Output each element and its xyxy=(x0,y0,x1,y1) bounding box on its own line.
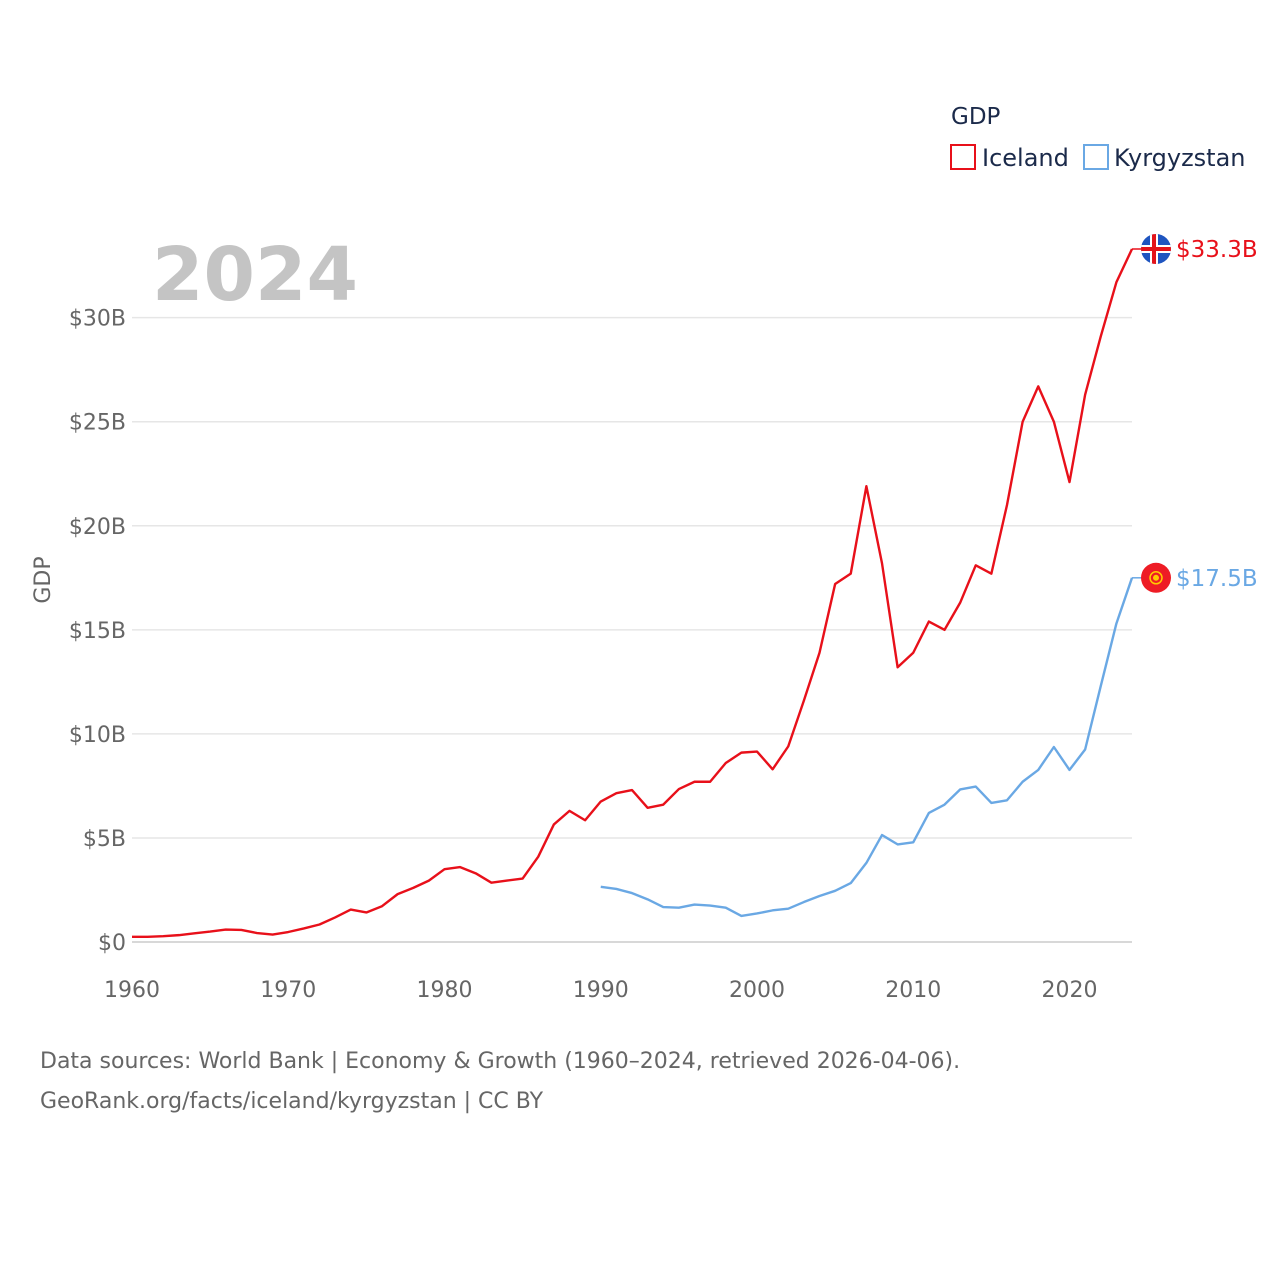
series-line-iceland xyxy=(132,248,1134,938)
legend-swatch-iceland xyxy=(950,144,976,170)
end-markers: $33.3B $17.5B xyxy=(1132,234,1258,593)
x-tick-label: 2010 xyxy=(885,978,941,1003)
source-note: Data sources: World Bank | Economy & Gro… xyxy=(40,1042,960,1122)
legend-entry-kyrgyzstan[interactable]: Kyrgyzstan xyxy=(1083,144,1246,172)
legend-title: GDP xyxy=(951,104,1001,130)
y-tick-label: $10B xyxy=(69,723,126,748)
x-tick-label: 1960 xyxy=(104,978,160,1003)
legend-entry-iceland[interactable]: Iceland xyxy=(950,144,1069,172)
y-tick-label: $30B xyxy=(69,307,126,332)
y-tick-label: $15B xyxy=(69,619,126,644)
x-tick-label: 2020 xyxy=(1042,978,1098,1003)
grid-lines xyxy=(132,316,1132,943)
y-tick-label: $25B xyxy=(69,411,126,436)
iceland-flag-icon xyxy=(1141,234,1171,264)
series-line-kyrgyzstan xyxy=(600,577,1134,918)
y-tick-label: $5B xyxy=(83,827,126,852)
source-line-2: GeoRank.org/facts/iceland/kyrgyzstan | C… xyxy=(40,1089,544,1114)
x-tick-label: 1970 xyxy=(260,978,316,1003)
y-axis-title: GDP xyxy=(31,556,56,603)
x-axis-ticks: 1960 1970 1980 1990 2000 2010 2020 xyxy=(104,978,1098,1003)
y-tick-label: $0 xyxy=(98,931,126,956)
end-label-iceland: $33.3B xyxy=(1176,237,1258,263)
y-axis-ticks: $0 $5B $10B $15B $20B $25B $30B xyxy=(69,307,126,956)
source-line-1: Data sources: World Bank | Economy & Gro… xyxy=(40,1049,961,1074)
legend: GDP Iceland Kyrgyzstan xyxy=(950,104,1246,172)
legend-swatch-kyrgyzstan xyxy=(1083,144,1109,170)
gdp-line-chart: $0$5B$10B$15B$20B$25B$30B 1960 1970 1980 19… xyxy=(31,104,1258,1003)
y-tick-label: $20B xyxy=(69,515,126,540)
kyrgyzstan-flag-icon xyxy=(1141,562,1171,593)
legend-label-iceland: Iceland xyxy=(982,144,1069,172)
legend-label-kyrgyzstan: Kyrgyzstan xyxy=(1114,144,1246,172)
end-label-kyrgyzstan: $17.5B xyxy=(1176,566,1258,592)
x-tick-label: 1980 xyxy=(417,978,473,1003)
x-tick-label: 1990 xyxy=(573,978,629,1003)
x-tick-label: 2000 xyxy=(729,978,785,1003)
year-label: 2024 xyxy=(152,232,358,318)
series-lines xyxy=(132,248,1134,938)
